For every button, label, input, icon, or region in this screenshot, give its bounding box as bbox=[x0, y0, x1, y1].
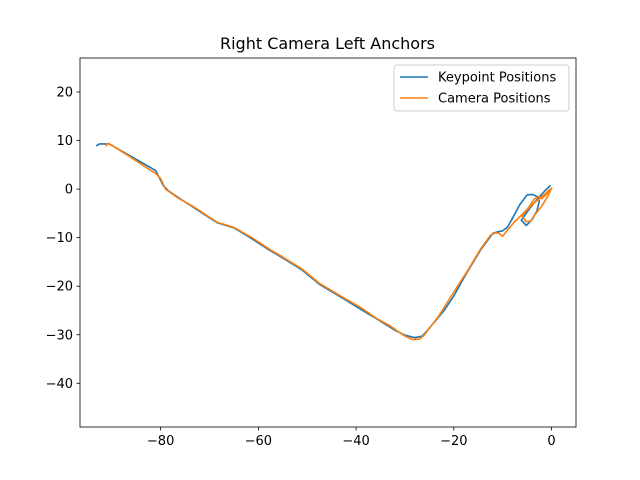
chart-title: Right Camera Left Anchors bbox=[220, 34, 435, 53]
x-tick-label: −40 bbox=[342, 434, 369, 449]
x-tick-label: 0 bbox=[547, 434, 555, 449]
plot-frame bbox=[79, 57, 577, 428]
series-layer bbox=[95, 142, 553, 341]
series-line-camera-positions bbox=[105, 142, 553, 341]
plot-area bbox=[79, 57, 577, 428]
x-tick-label: −80 bbox=[147, 434, 174, 449]
y-tick-label: −30 bbox=[46, 328, 73, 343]
series-line-keypoint-positions bbox=[95, 143, 552, 339]
y-tick-label: −10 bbox=[46, 231, 73, 246]
y-axis: 20 10 0 −10 −20 −30 −40 bbox=[46, 85, 80, 392]
y-tick-label: 10 bbox=[56, 134, 73, 149]
legend-box bbox=[393, 64, 570, 112]
legend: Keypoint Positions Camera Positions bbox=[393, 64, 570, 112]
x-axis: −80 −60 −40 −20 0 bbox=[147, 427, 556, 449]
legend-label: Keypoint Positions bbox=[438, 71, 556, 86]
x-tick-label: −60 bbox=[245, 434, 272, 449]
legend-label: Camera Positions bbox=[438, 92, 551, 107]
y-tick-label: −40 bbox=[46, 377, 73, 392]
y-tick-label: 20 bbox=[56, 85, 73, 100]
x-tick-label: −20 bbox=[440, 434, 467, 449]
y-tick-label: 0 bbox=[65, 183, 73, 198]
y-tick-label: −20 bbox=[46, 280, 73, 295]
